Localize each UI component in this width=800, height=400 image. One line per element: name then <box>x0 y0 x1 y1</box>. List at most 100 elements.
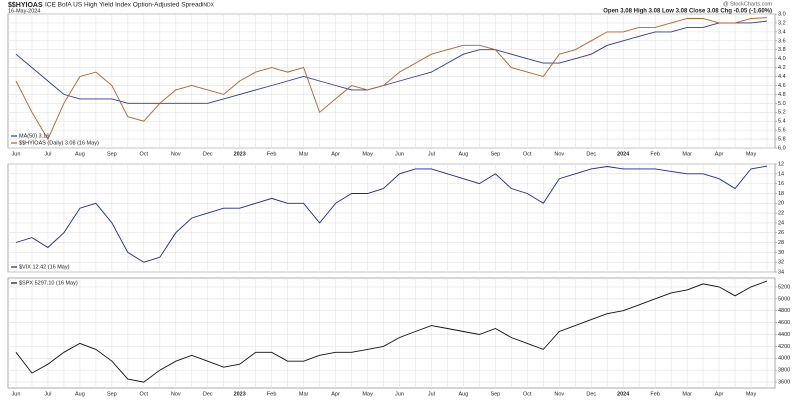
panel <box>7 163 776 273</box>
x-tick-label: Mar <box>682 391 692 397</box>
x-tick-label: Sep <box>107 151 117 157</box>
x-tick-label: Nov <box>554 151 564 157</box>
description: ICE BofA US High Yield Index Option-Adju… <box>45 2 203 9</box>
x-tick-label: Apr <box>331 391 340 397</box>
legend-label: $SPX 5297.10 (16 May) <box>19 280 78 286</box>
x-tick-label: Mar <box>299 391 309 397</box>
y-tick-label: 3.2 <box>778 20 786 26</box>
x-tick-label: May <box>746 391 757 397</box>
y-tick-label: 4400 <box>778 332 790 338</box>
y-tick-label: 5.8 <box>778 137 786 143</box>
x-tick-label: Sep <box>490 391 500 397</box>
x-tick-label: 2024 <box>617 391 630 397</box>
y-tick-label: 6.0 <box>778 145 786 151</box>
x-tick-label: Apr <box>715 151 724 157</box>
y-tick-label: 3.8 <box>778 47 786 53</box>
y-tick-label: 4.6 <box>778 83 786 89</box>
panel <box>7 13 776 149</box>
y-tick-label: 3.4 <box>778 29 786 35</box>
x-tick-label: Oct <box>140 391 149 397</box>
watermark: @ StockCharts.com <box>723 1 772 7</box>
y-tick-label: 5.2 <box>778 110 786 116</box>
y-tick-label: 4.2 <box>778 65 786 71</box>
panel <box>7 277 776 389</box>
x-tick-label: Feb <box>267 151 276 157</box>
y-tick-label: 5200 <box>778 284 790 290</box>
legend-label: MA(50) 3.16 <box>19 133 49 139</box>
x-tick-label: Oct <box>140 151 149 157</box>
y-tick-label: 4.0 <box>778 56 786 62</box>
quote: Open 3.08 High 3.08 Low 3.08 Close 3.08 … <box>603 9 772 15</box>
date: 16-May-2024 <box>8 8 40 14</box>
x-tick-label: Mar <box>682 151 692 157</box>
y-tick-label: 18 <box>778 191 784 197</box>
x-tick-label: Dec <box>586 151 596 157</box>
x-tick-label: Nov <box>554 391 564 397</box>
y-tick-label: 12 <box>778 161 784 167</box>
x-tick-label: Dec <box>586 391 596 397</box>
exchange: INDX <box>202 2 215 8</box>
y-tick-label: 3600 <box>778 380 790 386</box>
x-tick-label: Nov <box>171 391 181 397</box>
y-tick-label: 16 <box>778 181 784 187</box>
y-tick-label: 34 <box>778 269 784 275</box>
x-tick-label: Jun <box>395 151 404 157</box>
y-tick-label: 3800 <box>778 368 790 374</box>
x-tick-label: Dec <box>203 151 213 157</box>
x-tick-label: Nov <box>171 151 181 157</box>
y-tick-label: 14 <box>778 171 784 177</box>
x-tick-label: 2023 <box>234 151 246 157</box>
y-tick-label: 20 <box>778 201 784 207</box>
y-tick-label: 32 <box>778 260 784 266</box>
x-tick-label: 2024 <box>617 151 630 157</box>
y-tick-label: 4800 <box>778 308 790 314</box>
x-tick-label: Mar <box>299 151 309 157</box>
y-tick-label: 3.6 <box>778 38 786 44</box>
y-tick-label: 4000 <box>778 356 790 362</box>
x-tick-label: Feb <box>267 391 276 397</box>
x-tick-label: Aug <box>75 151 85 157</box>
x-tick-label: Apr <box>331 151 340 157</box>
y-tick-label: 4.8 <box>778 92 786 98</box>
symbol: $$HYIOAS <box>8 2 43 9</box>
x-tick-label: Jun <box>12 151 21 157</box>
x-tick-label: Jul <box>44 391 51 397</box>
y-tick-label: 28 <box>778 240 784 246</box>
y-tick-label: 22 <box>778 211 784 217</box>
series-line <box>15 17 768 141</box>
y-tick-label: 5.4 <box>778 119 786 125</box>
legend-label: $VIX 12.42 (16 May) <box>19 264 70 270</box>
x-tick-label: Sep <box>490 151 500 157</box>
y-tick-label: 4200 <box>778 344 790 350</box>
y-tick-label: 5.0 <box>778 101 786 107</box>
x-tick-label: Sep <box>107 391 117 397</box>
y-tick-label: 4600 <box>778 320 790 326</box>
x-tick-label: Feb <box>650 151 659 157</box>
x-tick-label: Oct <box>523 391 532 397</box>
y-tick-label: 4.4 <box>778 74 786 80</box>
x-tick-label: Dec <box>203 391 213 397</box>
y-tick-label: 5000 <box>778 296 790 302</box>
y-tick-label: 5.6 <box>778 128 786 134</box>
x-tick-label: Aug <box>459 151 469 157</box>
y-tick-label: 30 <box>778 250 784 256</box>
x-tick-label: Apr <box>715 391 724 397</box>
x-tick-label: Jun <box>12 391 21 397</box>
x-tick-label: Aug <box>75 391 85 397</box>
series-line <box>15 20 768 104</box>
x-tick-label: 2023 <box>234 391 246 397</box>
x-tick-label: Feb <box>650 391 659 397</box>
x-tick-label: Aug <box>459 391 469 397</box>
y-tick-label: 26 <box>778 230 784 236</box>
y-tick-label: 3.0 <box>778 11 786 17</box>
series-line <box>15 280 768 383</box>
y-tick-label: 24 <box>778 220 784 226</box>
x-tick-label: Jul <box>44 151 51 157</box>
x-tick-label: May <box>746 151 757 157</box>
series-line <box>15 165 768 263</box>
x-tick-label: Jul <box>428 391 435 397</box>
x-tick-label: Oct <box>523 151 532 157</box>
x-tick-label: Jul <box>428 151 435 157</box>
x-tick-label: May <box>362 151 373 157</box>
